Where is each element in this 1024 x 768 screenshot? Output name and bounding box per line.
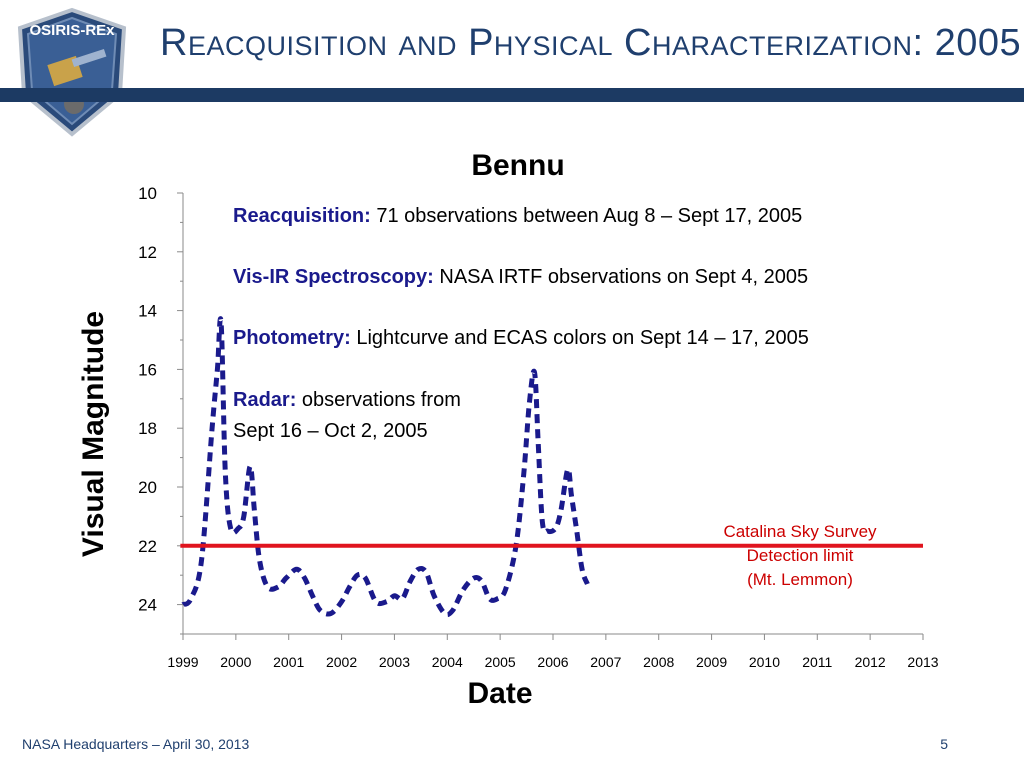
y-tick-label: 12: [138, 243, 157, 262]
magnitude-series-line: [181, 316, 590, 618]
annotation-spectroscopy-label: Vis-IR Spectroscopy:: [233, 266, 434, 288]
y-tick-label: 18: [138, 419, 157, 438]
logo-text: OSIRIS-REx: [29, 22, 115, 39]
x-tick-label: 2002: [326, 654, 357, 670]
x-tick-label: 2006: [537, 654, 568, 670]
x-tick-label: 2005: [485, 654, 516, 670]
y-tick-label: 14: [138, 302, 157, 321]
y-tick-label: 16: [138, 360, 157, 379]
annotation-reacquisition-label: Reacquisition:: [233, 205, 371, 227]
title-band: [0, 88, 1024, 102]
x-tick-label: 2013: [907, 654, 938, 670]
annotation-reacquisition: Reacquisition: 71 observations between A…: [233, 205, 802, 228]
y-axis-label: Visual Magnitude: [77, 311, 110, 557]
annotation-photometry-label: Photometry:: [233, 327, 351, 349]
annotation-reacquisition-text: 71 observations between Aug 8 – Sept 17,…: [370, 205, 803, 227]
annotation-radar: Radar: observations from: [233, 389, 461, 412]
x-tick-label: 2009: [696, 654, 727, 670]
x-tick-label: 2012: [855, 654, 886, 670]
y-tick-label: 24: [138, 596, 157, 615]
annotation-photometry: Photometry: Lightcurve and ECAS colors o…: [233, 327, 809, 350]
chart-title: Bennu: [471, 149, 564, 182]
x-tick-label: 2011: [802, 654, 832, 670]
detection-limit-line1: Catalina Sky Survey: [723, 522, 877, 541]
page-number: 5: [940, 736, 948, 752]
label-layer: 10 12 14 16 18 20 22 24 1999 2000 2001 2002 2003 2004…: [77, 149, 939, 710]
x-axis-label: Date: [467, 677, 532, 710]
x-tick-label: 2004: [432, 654, 463, 670]
y-tick-label: 20: [138, 478, 157, 497]
annotation-photometry-text: Lightcurve and ECAS colors on Sept 14 – …: [350, 327, 809, 349]
footer-text: NASA Headquarters – April 30, 2013: [22, 736, 250, 752]
annotation-radar-label: Radar:: [233, 389, 297, 411]
annotation-radar-text: observations from: [296, 389, 461, 411]
x-tick-label: 2000: [220, 654, 251, 670]
x-tick-label: 2007: [590, 654, 621, 670]
y-tick-label: 10: [138, 184, 157, 203]
detection-limit-line2: Detection limit: [746, 546, 854, 565]
annotation-spectroscopy-text: NASA IRTF observations on Sept 4, 2005: [433, 266, 809, 288]
annotation-radar-dates: Sept 16 – Oct 2, 2005: [233, 420, 428, 442]
x-tick-label: 2008: [643, 654, 674, 670]
x-tick-label: 2010: [749, 654, 780, 670]
axis-layer: [177, 192, 924, 640]
annotation-spectroscopy: Vis-IR Spectroscopy: NASA IRTF observati…: [233, 266, 808, 289]
y-tick-label: 22: [138, 537, 157, 556]
x-tick-label: 2003: [379, 654, 410, 670]
series-layer: [181, 316, 590, 618]
slide-title: Reacquisition and Physical Characterizat…: [160, 22, 1022, 64]
x-tick-label: 2001: [273, 654, 304, 670]
detection-limit-line3: (Mt. Lemmon): [747, 570, 853, 589]
detection-limit-label: Catalina Sky Survey Detection limit (Mt.…: [690, 520, 910, 592]
x-tick-label: 1999: [167, 654, 198, 670]
